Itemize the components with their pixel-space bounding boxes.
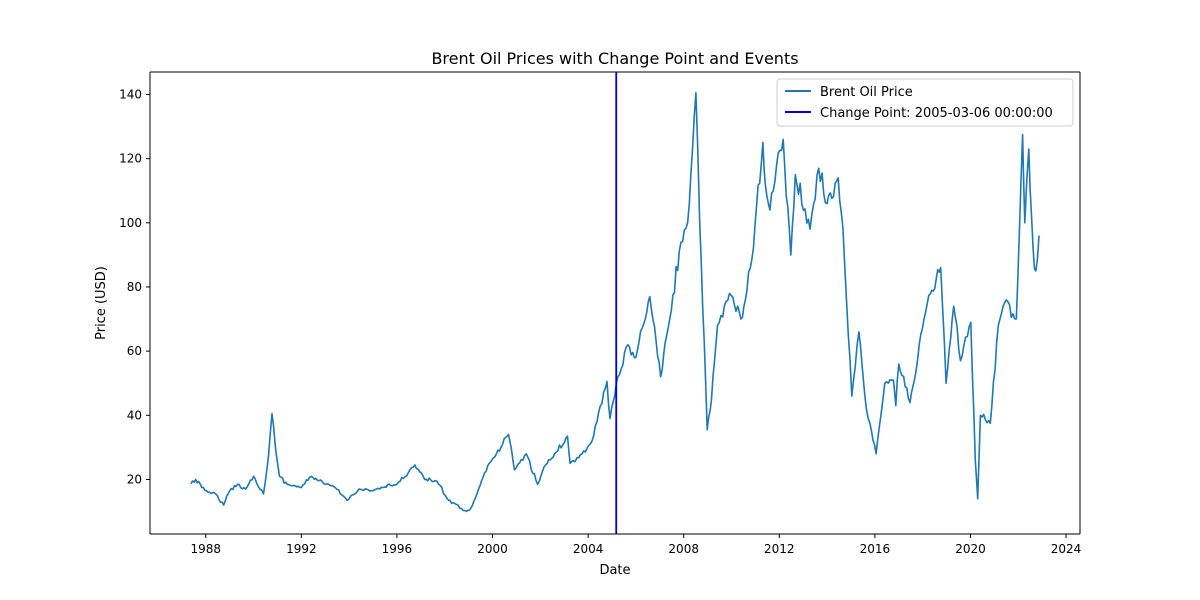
y-tick-label: 40 [127,408,142,422]
x-tick-label: 2016 [860,542,891,556]
y-tick-label: 140 [119,87,142,101]
x-tick-label: 2012 [764,542,795,556]
x-tick-label: 1996 [382,542,413,556]
y-tick-label: 20 [127,472,142,486]
y-axis-ticks: 20 40 60 80 100 120 140 [119,87,150,486]
x-tick-label: 2004 [573,542,604,556]
y-tick-label: 120 [119,152,142,166]
y-tick-label: 80 [127,280,142,294]
x-tick-label: 2000 [477,542,508,556]
x-tick-label: 2020 [955,542,986,556]
legend: Brent Oil Price Change Point: 2005-03-06… [776,78,1074,127]
x-tick-label: 1992 [286,542,317,556]
y-tick-label: 100 [119,216,142,230]
plot-area [190,72,1040,534]
legend-frame [776,78,1074,127]
axes-frame [149,71,1081,535]
x-tick-label: 2008 [668,542,699,556]
y-tick-label: 60 [127,344,142,358]
x-axis-ticks: 1988 1992 1996 2000 2004 2008 2012 2016 2020 2024 [190,534,1081,556]
x-tick-label: 1988 [190,542,221,556]
legend-label-brent-oil-price: Brent Oil Price [820,85,913,100]
chart-title: Brent Oil Prices with Change Point and E… [431,49,798,68]
legend-label-change-point: Change Point: 2005-03-06 00:00:00 [820,106,1053,121]
x-tick-label: 2024 [1051,542,1082,556]
y-axis-label: Price (USD) [94,266,109,340]
x-axis-label: Date [599,563,630,578]
